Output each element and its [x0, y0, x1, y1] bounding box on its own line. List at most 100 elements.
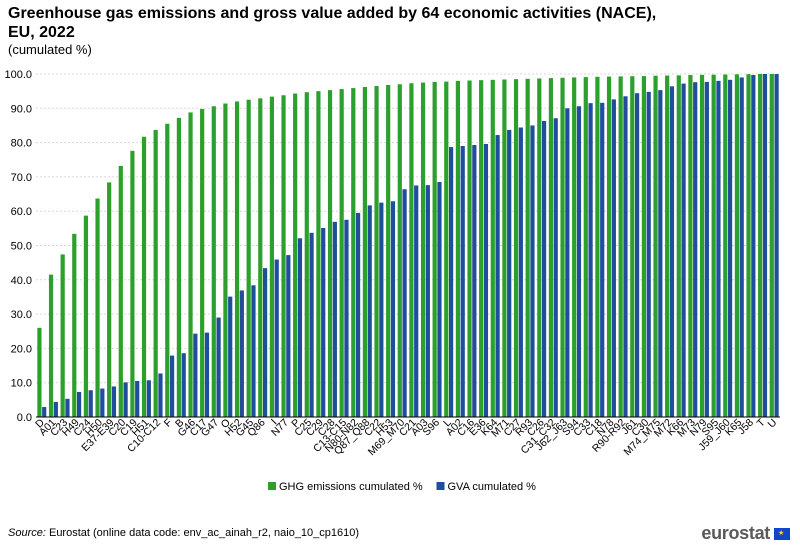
ghg-bar: [653, 75, 658, 417]
chart-title-line2: EU, 2022: [8, 24, 75, 41]
ghg-bar: [316, 91, 321, 418]
eu-flag-icon: [774, 527, 790, 540]
ghg-bar: [734, 74, 740, 417]
ghg-bar: [397, 84, 402, 417]
gva-bar: [402, 189, 407, 417]
gva-bar: [634, 93, 640, 417]
gva-bar: [216, 317, 221, 417]
x-tick-label: U: [765, 417, 779, 431]
gva-bar: [483, 143, 489, 418]
ghg-bar: [188, 112, 193, 417]
gva-bar: [704, 81, 709, 417]
gva-bar: [727, 79, 733, 418]
gva-bar: [204, 332, 210, 417]
y-tick-label: 70.0: [11, 172, 32, 184]
gva-bar: [146, 380, 151, 417]
gva-bar: [42, 407, 47, 417]
gva-bar: [297, 238, 303, 417]
ghg-bar: [130, 150, 135, 417]
ghg-bar: [572, 77, 577, 418]
ghg-bar: [711, 74, 716, 417]
eurostat-logo: eurostat: [701, 523, 790, 544]
gva-bar: [448, 147, 454, 417]
ghg-bar: [606, 76, 612, 417]
gva-bar: [646, 91, 651, 417]
gva-bar: [251, 285, 256, 417]
gva-bar: [239, 290, 244, 417]
gva-bar: [321, 228, 326, 417]
gva-bar: [774, 74, 779, 417]
ghg-bar: [758, 74, 763, 417]
ghg-bar: [362, 87, 368, 417]
gva-bar: [123, 382, 128, 417]
y-tick-label: 50.0: [11, 241, 32, 253]
gva-bar: [716, 80, 721, 418]
y-tick-label: 0.0: [17, 412, 32, 424]
legend-ghg-swatch: [268, 482, 276, 490]
ghg-bar: [490, 79, 495, 418]
gva-bar: [181, 353, 186, 417]
ghg-bar: [211, 106, 216, 417]
gva-bar: [460, 146, 465, 417]
ghg-bar: [234, 101, 240, 417]
ghg-bar: [200, 108, 205, 418]
gva-bar: [762, 74, 768, 417]
gva-bar: [344, 219, 349, 417]
gva-bar: [669, 86, 675, 418]
gva-bar: [472, 145, 477, 417]
gva-bar: [530, 125, 535, 417]
gva-bar: [262, 268, 268, 417]
gva-bar: [600, 102, 605, 417]
legend-gva-swatch: [436, 482, 445, 490]
ghg-bar: [688, 75, 693, 418]
gva-bar: [100, 388, 105, 417]
x-tick-label: F: [162, 417, 175, 430]
ghg-bar: [502, 79, 507, 417]
ghg-bar: [246, 99, 251, 417]
ghg-bar: [676, 75, 681, 417]
ghg-bar: [165, 123, 170, 418]
gva-bar: [228, 296, 233, 417]
ghg-bar: [641, 76, 647, 418]
gva-bar: [355, 212, 361, 417]
ghg-bar: [72, 233, 77, 417]
ghg-bar: [83, 215, 89, 417]
logo-text: eurostat: [701, 523, 770, 543]
ghg-bar: [444, 81, 449, 418]
ghg-bar: [409, 83, 414, 418]
ghg-bar: [223, 103, 228, 418]
y-tick-label: 90.0: [11, 103, 32, 115]
ghg-bar: [560, 77, 565, 417]
gva-bar: [518, 127, 523, 418]
gva-bar: [553, 118, 558, 417]
gva-bar: [76, 391, 82, 417]
source-note: Source: Eurostat (online data code: env_…: [8, 527, 359, 539]
gva-bar: [53, 401, 58, 417]
gva-bar: [565, 108, 570, 418]
chart-title: Greenhouse gas emissions and gross value…: [8, 4, 728, 42]
gva-bar: [274, 259, 279, 417]
ghg-bar: [699, 74, 705, 418]
gva-bar: [379, 202, 384, 417]
ghg-bar: [595, 76, 600, 417]
ghg-bar: [746, 74, 751, 417]
ghg-bar: [118, 165, 123, 417]
ghg-bar: [258, 98, 263, 417]
y-tick-label: 30.0: [11, 309, 32, 321]
gva-bar: [309, 232, 314, 417]
bar-chart: 0.0 10.0 20.0 30.0 40.0 50.0 60.0 70.0 80.0 90.0 1…: [4, 69, 780, 493]
ghg-bar: [432, 81, 437, 417]
chart-title-line1: Greenhouse gas emissions and gross value…: [8, 5, 657, 22]
y-tick-label: 20.0: [11, 343, 32, 355]
ghg-bar: [723, 74, 728, 417]
ghg-bar: [386, 84, 391, 417]
gva-bar: [367, 205, 372, 417]
y-tick-label: 40.0: [11, 275, 32, 287]
ghg-bar: [107, 182, 112, 417]
source-label: Source:: [8, 527, 46, 539]
ghg-bar: [583, 77, 588, 417]
ghg-bar: [630, 76, 635, 418]
gva-bar: [111, 386, 117, 417]
gva-bar: [193, 333, 198, 417]
gva-bar: [286, 255, 291, 417]
